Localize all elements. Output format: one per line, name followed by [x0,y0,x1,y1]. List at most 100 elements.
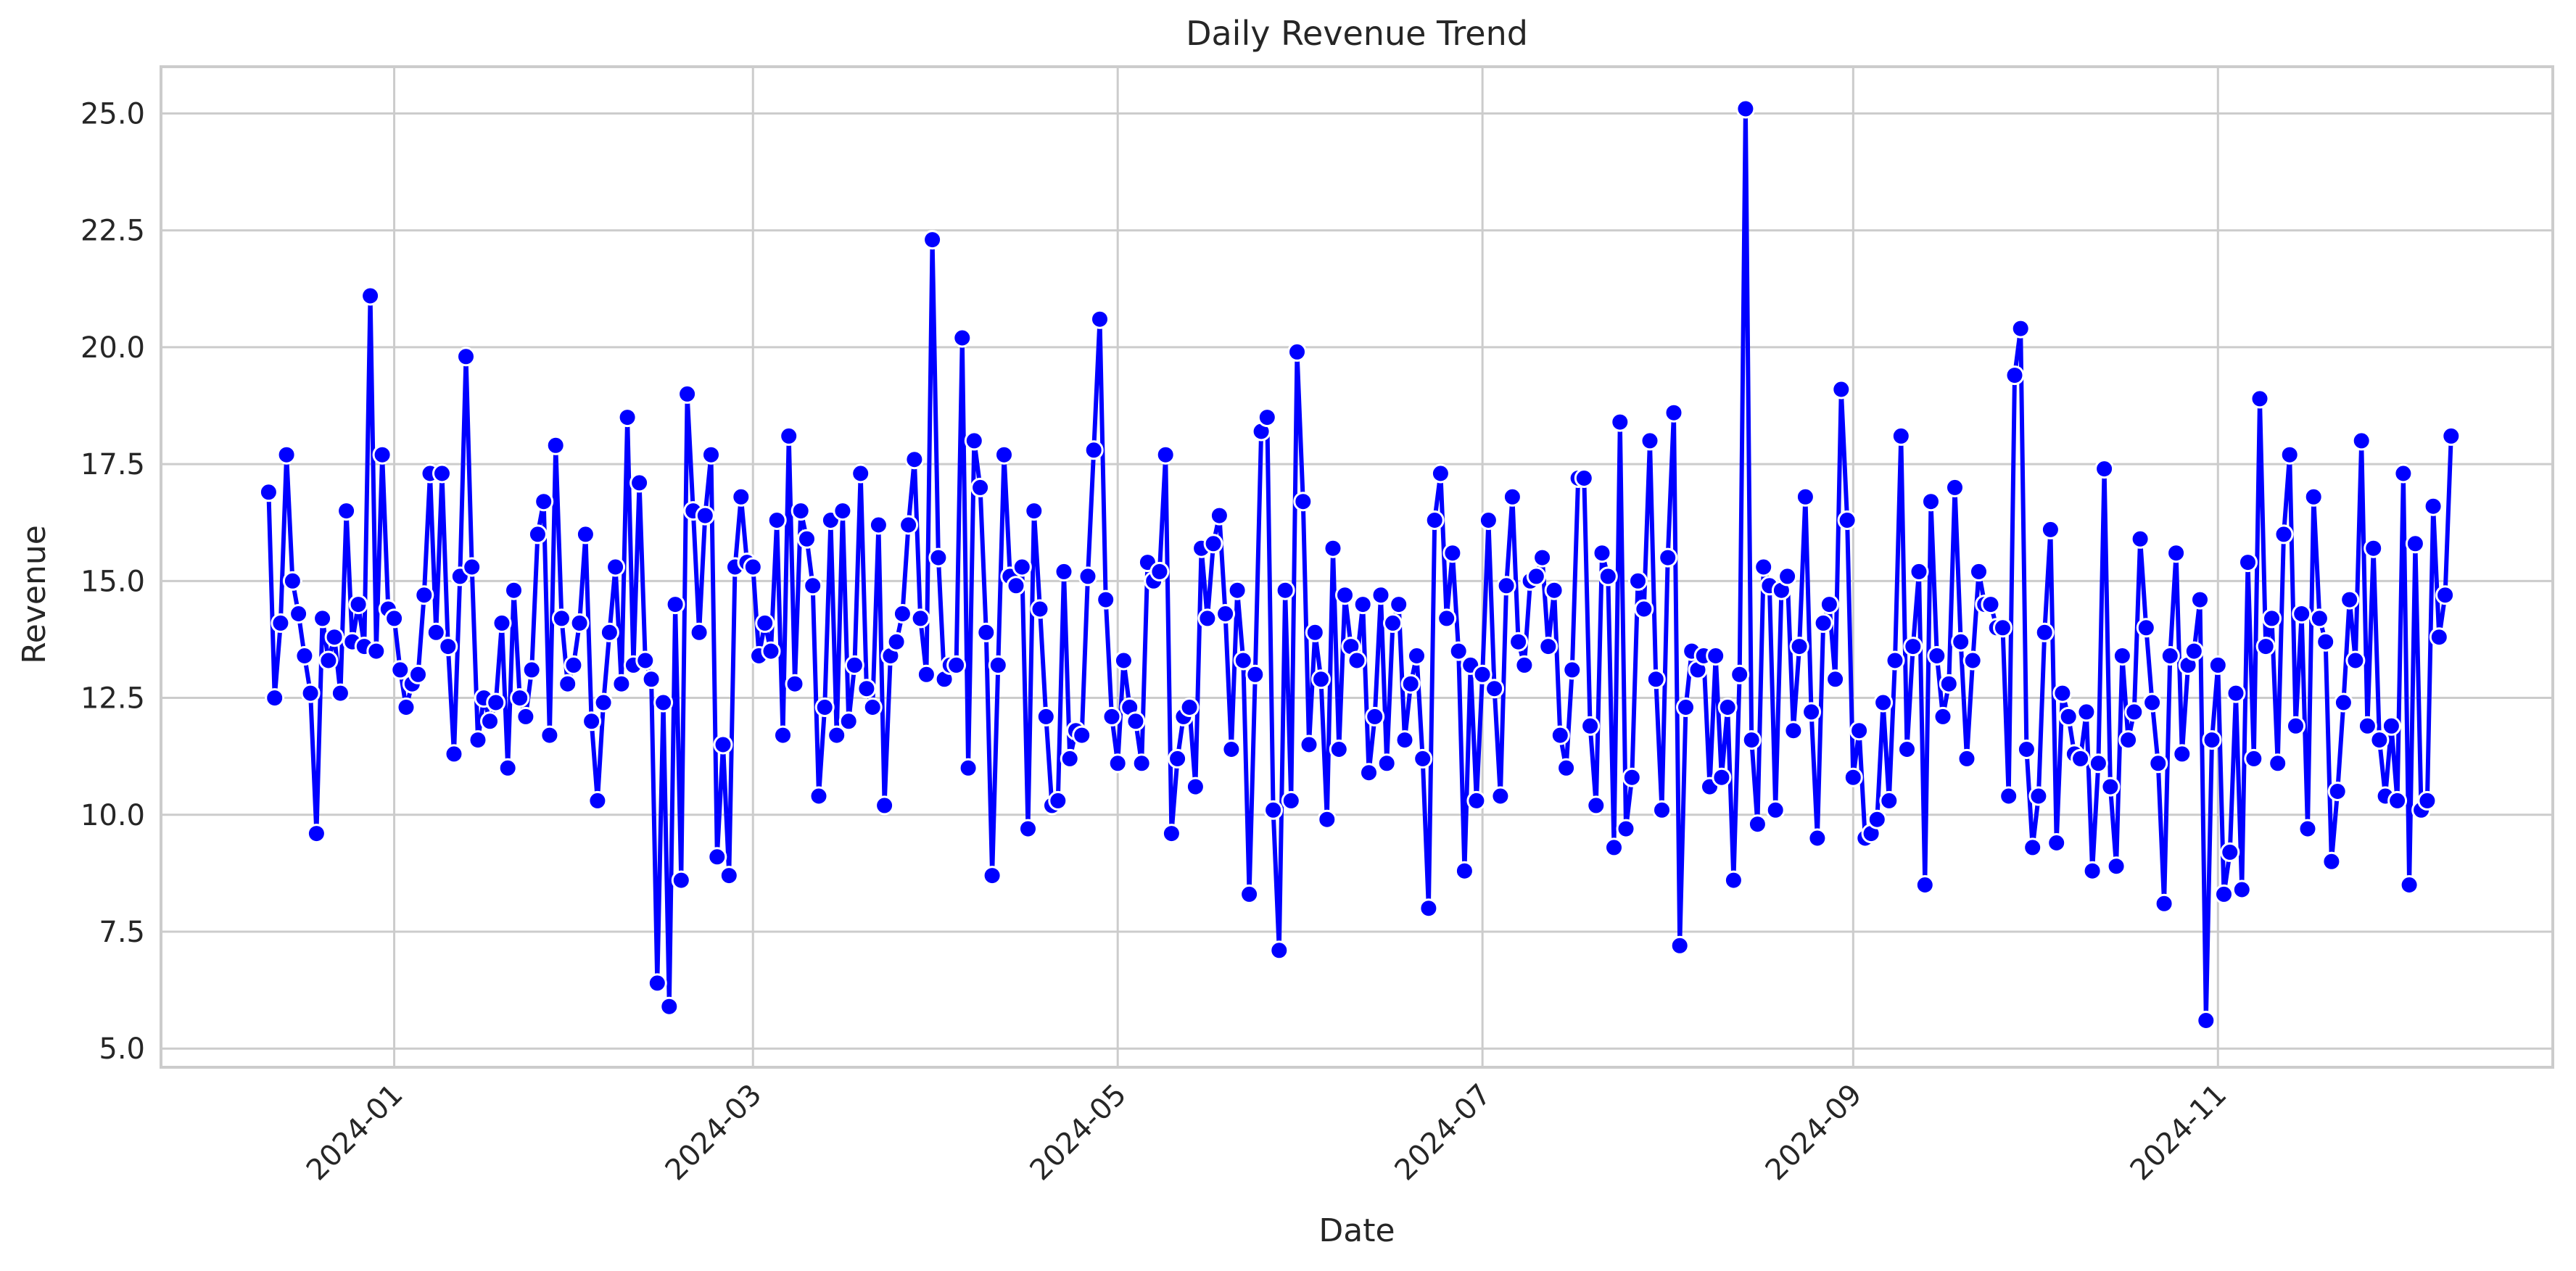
data-point [486,692,506,713]
data-point [1096,589,1116,610]
data-point [2142,692,2163,713]
data-point [551,608,571,629]
data-point [892,604,912,624]
data-point [330,683,350,703]
data-point [916,664,936,684]
data-point [1795,487,1815,507]
data-point [2279,444,2300,465]
y-tick-label: 20.0 [80,331,145,365]
data-point [2184,641,2204,661]
data-point [498,758,518,778]
revenue-series-line [266,107,2453,1023]
data-point [2417,790,2437,811]
data-point [1801,702,1822,722]
data-point [1203,534,1223,554]
data-point [324,627,344,647]
data-point [611,674,632,694]
data-point [2100,777,2121,797]
y-tick-label: 5.0 [99,1032,145,1066]
data-point [1562,660,1582,680]
data-point [904,450,925,470]
data-point [695,505,715,526]
data-point [1514,655,1535,675]
data-point [1825,669,1846,690]
data-point [659,996,680,1017]
data-point [2118,730,2139,750]
data-point [1329,740,1349,759]
data-point [2232,879,2252,900]
data-point [653,692,674,713]
data-point [1658,547,1678,568]
data-point [2154,893,2174,914]
data-point [994,444,1014,465]
data-point [1574,468,1594,488]
data-point [2292,604,2312,624]
data-point [1717,697,1738,717]
data-point [964,431,984,451]
data-point [2286,716,2305,736]
data-point [1933,706,1953,726]
data-point [958,758,978,778]
data-point [1712,767,1732,787]
data-point [713,734,733,755]
data-point [1365,706,1385,726]
data-point [426,622,446,642]
data-point [1783,721,1804,741]
data-point [462,557,482,577]
data-point [1419,898,1439,919]
y-tick-label: 17.5 [80,448,145,481]
data-point [2016,740,2036,759]
data-point [1735,99,1756,119]
data-point [868,515,888,535]
data-point [1723,870,1743,890]
data-point [844,655,864,675]
data-point [1371,585,1391,605]
data-point [1538,637,1559,657]
data-point [1407,646,1427,666]
y-tick-label: 22.5 [80,215,145,248]
data-point [276,444,297,465]
data-point [2226,683,2246,703]
data-point [1957,748,1977,769]
data-point [2136,618,2156,638]
data-point [701,444,721,465]
data-point [647,973,667,993]
data-point [1508,632,1529,652]
data-point [1604,837,1624,858]
data-point [1400,674,1421,694]
data-point [1747,814,1767,835]
data-point [593,692,614,713]
data-point [318,650,339,671]
data-point [521,660,542,680]
data-point [468,730,488,750]
data-point [2268,753,2288,774]
data-point [2124,702,2144,722]
data-point [1209,505,1229,526]
data-point [2255,637,2276,657]
data-point [2345,650,2366,671]
data-point [982,866,1002,886]
data-point [1867,809,1887,829]
data-point [1652,800,1672,820]
data-point [1592,543,1612,563]
data-point [1628,571,1648,591]
data-point [1646,669,1666,690]
data-point [1257,407,1277,428]
data-point [265,688,285,708]
data-point [540,725,560,745]
data-point [1287,341,1307,362]
data-point [1789,637,1809,657]
data-point [2274,524,2294,545]
data-point [1442,543,1463,563]
data-point [755,613,775,633]
data-point [1090,309,1110,329]
chart-title: Daily Revenue Trend [1186,14,1528,53]
data-point [1048,790,1068,811]
data-point [1179,697,1200,717]
data-point [2238,552,2258,573]
data-point [677,384,698,404]
data-point [2316,632,2336,652]
data-point [838,711,859,732]
data-point [2047,833,2067,853]
